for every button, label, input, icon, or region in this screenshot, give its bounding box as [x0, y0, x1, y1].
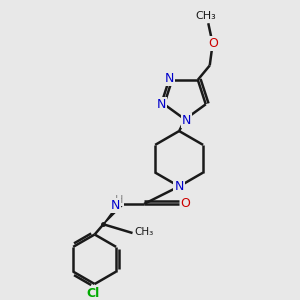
Text: N: N — [157, 98, 166, 111]
Polygon shape — [103, 202, 122, 224]
Text: CH₃: CH₃ — [134, 226, 153, 237]
Text: N: N — [174, 180, 184, 193]
Text: N: N — [165, 73, 175, 85]
Text: H: H — [115, 195, 124, 205]
Text: CH₃: CH₃ — [195, 11, 216, 21]
Text: N: N — [182, 114, 191, 127]
Text: O: O — [208, 37, 218, 50]
Text: N: N — [111, 199, 120, 212]
Text: Cl: Cl — [87, 287, 100, 300]
Text: O: O — [181, 197, 190, 210]
